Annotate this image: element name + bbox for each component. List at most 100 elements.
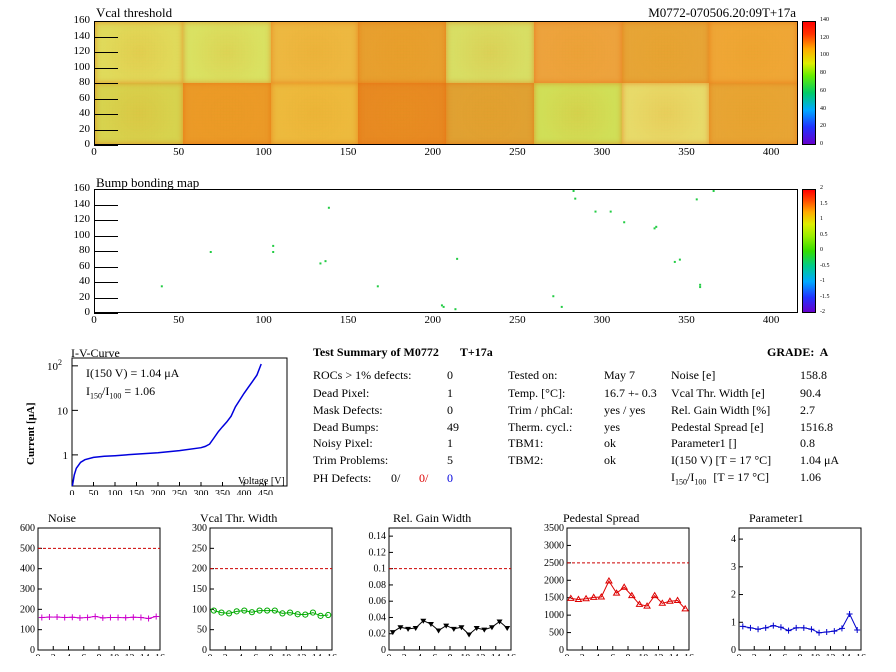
map-y-tickmark [94,266,118,268]
roc-plot-x-tick: 10 [460,653,470,656]
rocs-value: 0 [447,368,453,382]
roc-plot-point [210,607,217,614]
roc-plot-point [620,583,629,590]
roc-plot-x-tick: 0 [208,653,213,656]
map-y-tick: 120 [73,45,91,57]
roc-plot-point [435,628,442,634]
map-y-tickmark [94,145,118,146]
roc-tile [270,22,359,83]
ph-value-1: 0/ [391,471,401,485]
roc-plot-x-tick: 10 [810,653,820,656]
roc-plot-point [481,627,488,633]
map-y-tickmark [94,98,118,100]
iv-x-tick: 100 [108,489,123,495]
roc-tile [446,22,534,83]
map-y-tick: 20 [79,122,90,135]
roc-plot-point [793,624,800,631]
roc-plot-point [99,614,106,621]
roc-plot-x-tick: 14 [841,653,851,656]
map-x-tick: 0 [91,146,97,158]
roc-plot-point [405,626,412,632]
iv-x-tick: 50 [89,489,99,495]
roc-plot-x-tick: 4 [595,653,600,656]
roc-plot-point [589,593,598,600]
roc-plot-point [635,600,644,607]
palette-tick: 0.5 [820,231,828,238]
bump-defect [454,308,457,311]
roc-plot-x-tick: 4 [767,653,772,656]
noise-value: 158.8 [800,368,827,382]
mask-value: 0 [447,403,453,417]
iv-xlabel: Voltage [V] [238,476,285,487]
dead-pixel-value: 1 [447,386,453,400]
roc-plot-x-tick: 2 [752,653,757,656]
iv-y-tick: 102 [47,358,62,373]
roc-plot-title: Rel. Gain Width [393,511,471,525]
map-y-tick: 100 [73,228,91,241]
bump-bonding-map [94,189,798,313]
ratio-label-i: I [671,470,675,484]
iv-ratio-value: = 1.06 [124,384,156,398]
tbm2-label: TBM2: [508,453,544,467]
roc-plot-x-tick: 8 [626,653,631,656]
roc-plot-y-tick: 0 [559,645,564,656]
ratio-label-sep: /I [687,470,695,484]
roc-tile [709,22,797,83]
palette-tick: 2 [820,185,823,191]
roc-plot-point [762,624,769,631]
roc-plot-point [76,614,83,621]
map-y-tick: 140 [73,197,91,210]
roc-plot-point [800,624,807,631]
roc-plot-1: Noise 0 100 200 300 400 500 600 0 2 4 6 8 10 12 14 16 [20,511,165,656]
i150-label: I(150 V) [T = 17 °C] [671,453,772,467]
tbm1-label: TBM1: [508,436,544,450]
roc-plot-x-tick: 12 [654,653,664,656]
map-y-tickmark [94,297,118,299]
iv-ratio: I150/I100 = 1.06 [86,384,155,400]
iv-ratio-i: I [86,384,90,398]
roc-plot-x-tick: 2 [580,653,585,656]
therm-value: yes [604,420,620,434]
map-y-tick: 80 [79,76,90,88]
bump-defect [272,251,275,253]
roc-tile [95,83,183,144]
roc-plot-x-tick: 8 [798,653,803,656]
map-x-tick: 150 [339,314,357,326]
temp-value: 16.7 +- 0.3 [604,386,657,400]
roc-plot-point [597,593,606,600]
trimcal-label: Trim / phCal: [508,403,573,417]
par-value: 0.8 [800,436,815,450]
map-y-tick: 0 [84,306,91,318]
map-y-tickmark [94,189,118,190]
roc-plot-y-tick: 0 [731,645,736,656]
bump-defect [673,260,676,263]
iv-y-tick: 10 [57,405,69,417]
map-x-tick: 400 [762,146,780,158]
roc-plot-point [854,627,861,634]
roc-plot-x-tick: 12 [125,653,135,656]
palette-tick: 20 [820,123,826,130]
roc-plot-x-tick: 16 [506,653,516,656]
map-x-tick: 200 [424,314,441,326]
roc-plot-x-tick: 8 [269,653,274,656]
roc-plot-point [627,591,636,599]
bump-defect [376,285,379,288]
roc-tile [621,83,710,144]
roc-tile [182,83,271,144]
roc-plot-y-tick: 1 [731,617,736,628]
roc-plot-point [218,609,225,616]
roc-plot-point [450,626,457,632]
vcal-map-title: Vcal threshold [96,5,173,20]
map-y-tickmark [94,114,118,115]
roc-plot-point [389,630,396,636]
map-y-tickmark [94,67,118,69]
bump-defect [695,198,698,201]
roc-plot-point [107,614,114,621]
map-y-tickmark [94,220,118,221]
vcal-roc-tiles [95,22,797,144]
map-y-tick: 40 [79,107,90,119]
roc-plot-4: Pedestal Spread 0 500 1000 1500 2000 2500 3000 3… [544,511,694,656]
iv-ratio-sub1: 150 [90,391,102,401]
roc-tile [709,83,797,144]
ph-value-3: 0 [447,471,453,485]
